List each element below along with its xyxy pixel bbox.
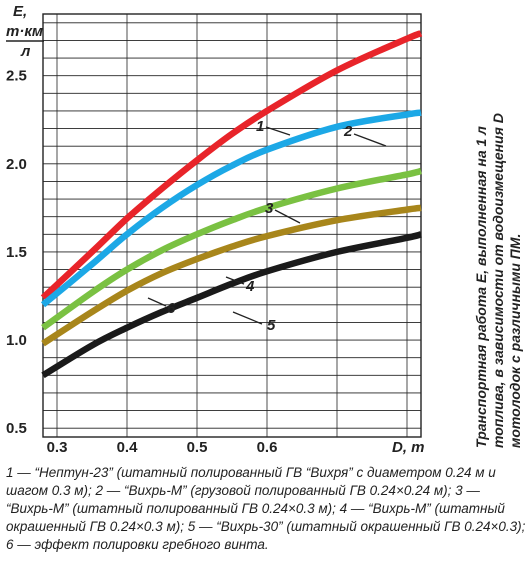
leader-line-2 bbox=[353, 133, 387, 147]
chart: 0.5 1.0 1.5 2.0 2.5 0.3 0.4 0.5 0.6 E, т·км л D… bbox=[6, 3, 523, 456]
side-caption: Транспортная работа E, выполненная на 1 … bbox=[473, 113, 523, 448]
plot-frame bbox=[42, 13, 422, 438]
series-line-5 bbox=[41, 231, 422, 379]
x-tick-label: 0.3 bbox=[47, 439, 68, 456]
leader-line-3 bbox=[274, 209, 301, 224]
curve-label-4: 4 bbox=[245, 278, 255, 295]
curve-label-2: 2 bbox=[343, 123, 353, 140]
series-line-2 bbox=[40, 109, 422, 308]
y-tick-label: 1.0 bbox=[6, 332, 27, 349]
curve-label-6: 6 bbox=[167, 300, 176, 317]
y-axis-label-line-2: т·км bbox=[6, 23, 43, 40]
series-line-4 bbox=[41, 204, 422, 347]
side-caption-line-1: Транспортная работа E, выполненная на 1 … bbox=[473, 126, 489, 448]
leader-line-6 bbox=[147, 297, 167, 307]
x-tick-label: 0.4 bbox=[117, 439, 139, 456]
figure-caption: 1 — “Нептун-23” (штатный полированный ГВ… bbox=[6, 465, 526, 552]
series-line-3 bbox=[41, 167, 422, 331]
curve-label-5: 5 bbox=[267, 317, 276, 334]
curve-label-3: 3 bbox=[265, 200, 274, 217]
y-tick-labels: 0.5 1.0 1.5 2.0 2.5 bbox=[6, 68, 27, 438]
side-caption-line-3: мотолодок с различными ПМ. bbox=[507, 234, 523, 448]
y-axis-label-line-1: E, bbox=[13, 3, 27, 20]
series-layer bbox=[40, 30, 423, 379]
x-axis-label: D, т bbox=[392, 439, 425, 456]
y-axis-label-line-3: л bbox=[20, 43, 31, 60]
y-tick-label: 1.5 bbox=[6, 244, 27, 261]
y-tick-label: 0.5 bbox=[6, 420, 27, 437]
x-tick-label: 0.6 bbox=[257, 439, 278, 456]
side-caption-line-2: топлива, в зависимости от водоизмещения … bbox=[490, 113, 506, 448]
x-tick-label: 0.5 bbox=[187, 439, 208, 456]
white-band bbox=[43, 170, 421, 344]
x-tick-labels: 0.3 0.4 0.5 0.6 bbox=[47, 439, 278, 456]
y-tick-label: 2.0 bbox=[6, 156, 27, 173]
series-line-1 bbox=[40, 30, 423, 301]
curve-label-1: 1 bbox=[256, 118, 264, 135]
y-tick-label: 2.5 bbox=[6, 68, 27, 85]
band-layer bbox=[43, 170, 421, 344]
leader-line-5 bbox=[232, 311, 263, 325]
leader-line-1 bbox=[265, 126, 291, 136]
leader-line-4 bbox=[225, 276, 245, 285]
